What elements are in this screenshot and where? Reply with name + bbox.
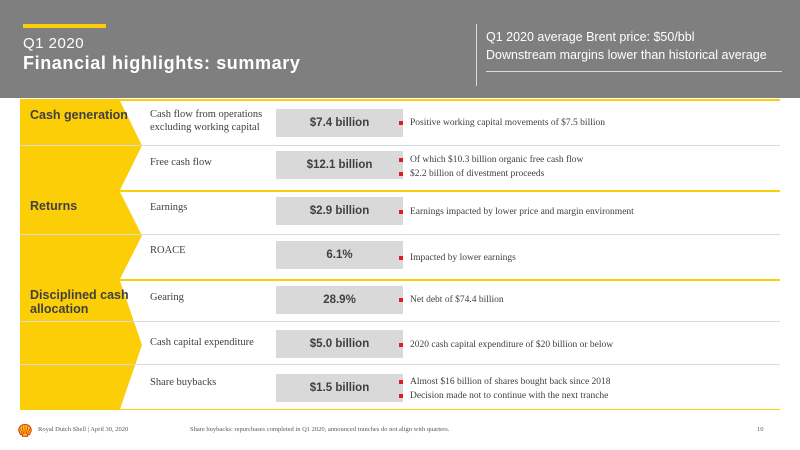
metric-commentary: Of which $10.3 billion organic free cash… bbox=[398, 153, 583, 181]
commentary-bullet: Decision made not to continue with the n… bbox=[398, 389, 611, 403]
page-title: Financial highlights: summary bbox=[23, 53, 301, 73]
metric-label: Cash capital expenditure bbox=[150, 337, 254, 348]
section-label: Disciplined cash allocation bbox=[30, 288, 129, 316]
metric-row-earnings: Earnings $2.9 billion Earnings impacted … bbox=[20, 192, 780, 234]
section-disciplined-cash-allocation: Disciplined cash allocation Gearing 28.9… bbox=[20, 279, 780, 409]
metric-value: 28.9% bbox=[276, 286, 403, 314]
metric-label: ROACE bbox=[150, 245, 186, 256]
section-label: Returns bbox=[30, 199, 78, 213]
quarter-label: Q1 2020 bbox=[23, 35, 85, 52]
metric-label: Earnings bbox=[150, 202, 188, 213]
section-chevron bbox=[20, 281, 142, 409]
commentary-bullet: $2.2 billion of divestment proceeds bbox=[398, 167, 583, 181]
shell-logo-icon bbox=[18, 424, 32, 437]
metric-label: Gearing bbox=[150, 292, 184, 303]
commentary-bullet: Positive working capital movements of $7… bbox=[398, 116, 605, 130]
header-divider bbox=[476, 24, 477, 86]
metric-row-gearing: Gearing 28.9% Net debt of $74.4 billion bbox=[20, 281, 780, 321]
commentary-bullet: Net debt of $74.4 billion bbox=[398, 293, 504, 307]
section-chevron bbox=[20, 192, 142, 279]
section-label: Cash generation bbox=[30, 108, 128, 122]
metric-label: Free cash flow bbox=[150, 157, 212, 168]
commentary-bullet: Of which $10.3 billion organic free cash… bbox=[398, 153, 583, 167]
key-message-brent: Q1 2020 average Brent price: $50/bbl bbox=[486, 30, 695, 44]
section-cash-generation: Cash generation Cash flow from operation… bbox=[20, 99, 780, 190]
metric-label: Cash flow from operations excluding work… bbox=[150, 109, 263, 133]
metric-row-cash-capex: Cash capital expenditure $5.0 billion 20… bbox=[20, 321, 780, 364]
metric-commentary: 2020 cash capital expenditure of $20 bil… bbox=[398, 338, 613, 352]
commentary-bullet: Earnings impacted by lower price and mar… bbox=[398, 205, 634, 219]
metric-commentary: Positive working capital movements of $7… bbox=[398, 116, 605, 130]
metric-commentary: Earnings impacted by lower price and mar… bbox=[398, 205, 634, 219]
metric-value: 6.1% bbox=[276, 241, 403, 269]
metric-row-share-buybacks: Share buybacks $1.5 billion Almost $16 b… bbox=[20, 364, 780, 411]
commentary-bullet: Almost $16 billion of shares bought back… bbox=[398, 375, 611, 389]
page-number: 10 bbox=[757, 426, 764, 433]
header-accent-bar bbox=[23, 24, 106, 28]
key-message-underline bbox=[486, 71, 782, 72]
metric-value: $2.9 billion bbox=[276, 197, 403, 225]
metric-row-free-cash-flow: Free cash flow $12.1 billion Of which $1… bbox=[20, 145, 780, 192]
metric-value: $1.5 billion bbox=[276, 374, 403, 402]
metric-commentary: Impacted by lower earnings bbox=[398, 251, 516, 265]
metric-value: $5.0 billion bbox=[276, 330, 403, 358]
metric-value: $12.1 billion bbox=[276, 151, 403, 179]
metric-row-cash-flow-operations: Cash flow from operations excluding work… bbox=[20, 101, 780, 145]
metric-commentary: Almost $16 billion of shares bought back… bbox=[398, 375, 611, 403]
key-message-margins: Downstream margins lower than historical… bbox=[486, 48, 767, 62]
metric-row-roace: ROACE 6.1% Impacted by lower earnings bbox=[20, 234, 780, 281]
slide-header: Q1 2020 Financial highlights: summary Q1… bbox=[0, 0, 800, 98]
footer-rule bbox=[20, 409, 780, 410]
commentary-bullet: 2020 cash capital expenditure of $20 bil… bbox=[398, 338, 613, 352]
section-returns: Returns Earnings $2.9 billion Earnings i… bbox=[20, 190, 780, 279]
footer-company-date: Royal Dutch Shell | April 30, 2020 bbox=[38, 426, 129, 433]
metric-commentary: Net debt of $74.4 billion bbox=[398, 293, 504, 307]
footer-note: Share buybacks: repurchases completed in… bbox=[190, 426, 450, 433]
metric-value: $7.4 billion bbox=[276, 109, 403, 137]
metric-label: Share buybacks bbox=[150, 377, 217, 388]
commentary-bullet: Impacted by lower earnings bbox=[398, 251, 516, 265]
